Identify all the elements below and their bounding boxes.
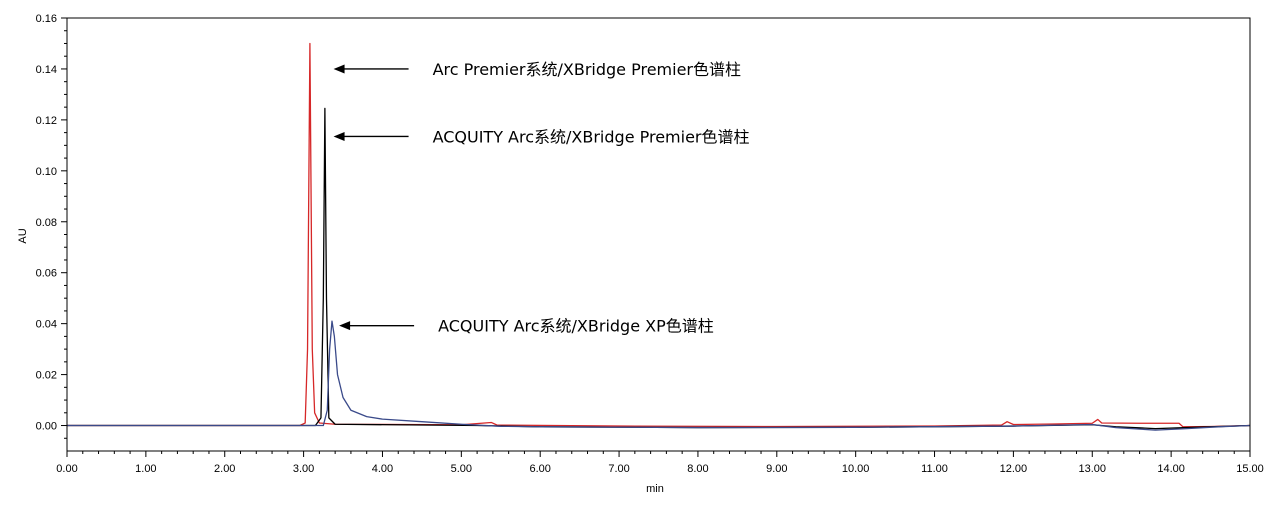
y-tick-label: 0.04 xyxy=(36,319,57,331)
x-tick-label: 15.00 xyxy=(1236,463,1264,475)
y-axis-label: AU xyxy=(17,228,29,243)
y-tick-label: 0.00 xyxy=(36,421,57,433)
series-line-2 xyxy=(67,107,1251,430)
y-tick-label: 0.08 xyxy=(36,217,57,229)
annotation-label: ACQUITY Arc系统/XBridge Premier色谱柱 xyxy=(433,127,750,146)
x-tick-label: 3.00 xyxy=(293,463,314,475)
x-tick-label: 5.00 xyxy=(451,463,472,475)
annotation-arrowhead xyxy=(339,321,351,331)
x-tick-label: 7.00 xyxy=(608,463,629,475)
x-tick-label: 13.00 xyxy=(1079,463,1107,475)
ticks-layer: 0.00 1.00 2.00 3.00 4.00 5.00 6.00 7.00 8.00 9.00… xyxy=(36,13,1264,475)
x-tick-label: 14.00 xyxy=(1157,463,1185,475)
x-tick-label: 1.00 xyxy=(135,463,156,475)
x-tick-label: 11.00 xyxy=(921,463,948,475)
y-tick-label: 0.02 xyxy=(36,370,57,382)
annotation-label: Arc Premier系统/XBridge Premier色谱柱 xyxy=(433,60,741,79)
series-layer xyxy=(67,42,1251,431)
y-tick-label: 0.14 xyxy=(36,64,57,76)
series-line-1 xyxy=(67,42,1251,428)
annotation-layer: Arc Premier系统/XBridge Premier色谱柱 ACQUITY … xyxy=(333,60,750,336)
annotation-arrowhead xyxy=(333,64,345,74)
annotation-arrowhead xyxy=(333,131,345,141)
x-axis-label: min xyxy=(646,483,664,495)
x-tick-label: 8.00 xyxy=(687,463,708,475)
x-tick-label: 12.00 xyxy=(1000,463,1028,475)
y-tick-label: 0.16 xyxy=(36,13,57,25)
x-tick-label: 10.00 xyxy=(842,463,870,475)
y-tick-label: 0.12 xyxy=(36,115,57,127)
x-tick-label: 4.00 xyxy=(372,463,393,475)
series-line-3 xyxy=(67,320,1251,431)
y-tick-label: 0.06 xyxy=(36,268,57,280)
annotation-label: ACQUITY Arc系统/XBridge XP色谱柱 xyxy=(438,317,714,336)
x-tick-label: 9.00 xyxy=(766,463,787,475)
x-tick-label: 0.00 xyxy=(56,463,77,475)
y-tick-label: 0.10 xyxy=(36,166,57,178)
plot-frame xyxy=(66,17,1251,452)
x-tick-label: 2.00 xyxy=(214,463,235,475)
x-tick-label: 6.00 xyxy=(529,463,550,475)
